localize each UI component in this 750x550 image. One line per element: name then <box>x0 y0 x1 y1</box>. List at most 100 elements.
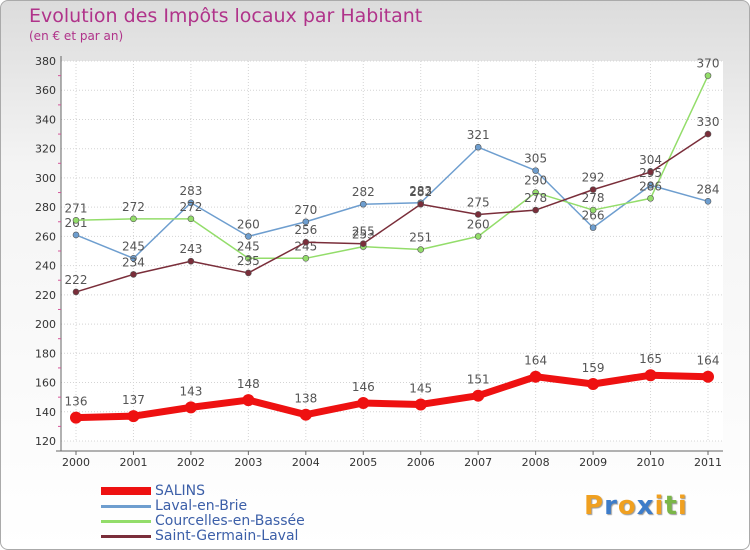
data-point-laval-en-brie <box>245 233 252 240</box>
data-point-salins <box>414 398 427 411</box>
data-label-salins: 136 <box>65 395 88 409</box>
data-label-courcelles-en-bassee: 278 <box>582 191 605 205</box>
data-label-saint-germain-laval: 234 <box>122 255 145 269</box>
data-label-laval-en-brie: 260 <box>237 217 260 231</box>
data-point-laval-en-brie <box>474 143 482 151</box>
data-point-saint-germain-laval <box>302 238 310 246</box>
data-label-courcelles-en-bassee: 272 <box>122 200 145 214</box>
data-label-laval-en-brie: 283 <box>409 184 432 198</box>
y-tick-label: 360 <box>35 84 56 97</box>
proxiti-logo: Proxiti <box>584 491 688 521</box>
x-tick-label: 2010 <box>637 456 665 469</box>
data-point-saint-germain-laval <box>532 206 539 214</box>
data-point-salins <box>70 411 82 424</box>
data-label-laval-en-brie: 284 <box>697 182 720 196</box>
x-tick-label: 2008 <box>522 456 550 469</box>
data-label-saint-germain-laval: 330 <box>697 115 720 129</box>
legend-item-salins: SALINS <box>101 484 305 499</box>
legend-swatch-saint-germain-laval <box>101 534 151 538</box>
legend-swatch-laval-en-brie <box>101 504 151 508</box>
data-label-courcelles-en-bassee: 370 <box>697 57 720 71</box>
data-point-salins <box>529 370 542 383</box>
y-tick-label: 240 <box>35 260 56 273</box>
data-label-courcelles-en-bassee: 245 <box>237 239 260 253</box>
data-point-laval-en-brie <box>532 167 539 174</box>
logo-letter: x <box>636 491 655 521</box>
data-point-courcelles-en-bassee <box>647 195 654 202</box>
y-tick-label: 120 <box>35 435 56 448</box>
data-label-laval-en-brie: 270 <box>294 203 317 217</box>
data-point-saint-germain-laval <box>704 130 712 138</box>
data-point-courcelles-en-bassee <box>130 215 137 223</box>
plot-area <box>61 61 723 441</box>
data-label-salins: 164 <box>697 354 720 368</box>
y-tick-label: 300 <box>35 172 56 185</box>
data-point-laval-en-brie <box>704 198 712 205</box>
x-tick-label: 2001 <box>119 456 147 469</box>
x-tick-label: 2011 <box>694 456 722 469</box>
data-point-courcelles-en-bassee <box>72 217 80 224</box>
data-label-courcelles-en-bassee: 260 <box>467 217 490 231</box>
data-point-salins <box>299 408 312 421</box>
data-label-saint-germain-laval: 275 <box>467 195 490 209</box>
data-label-salins: 143 <box>179 384 202 398</box>
data-point-courcelles-en-bassee <box>417 246 425 253</box>
data-point-courcelles-en-bassee <box>474 233 482 240</box>
y-tick-label: 200 <box>35 318 56 331</box>
data-point-courcelles-en-bassee <box>532 189 539 196</box>
data-label-courcelles-en-bassee: 253 <box>352 228 375 242</box>
legend-swatch-salins <box>101 487 151 495</box>
data-label-saint-germain-laval: 256 <box>294 223 317 237</box>
data-label-salins: 148 <box>237 377 260 391</box>
data-point-salins <box>127 410 140 423</box>
data-point-saint-germain-laval <box>359 240 367 247</box>
y-tick-label: 260 <box>35 230 56 243</box>
logo-letter: r <box>604 491 618 521</box>
x-tick-label: 2000 <box>62 456 90 469</box>
legend-label-courcelles-en-bassee: Courcelles-en-Bassée <box>155 513 305 529</box>
series-line-laval-en-brie <box>75 146 709 260</box>
legend-item-laval-en-brie: Laval-en-Brie <box>101 499 305 514</box>
data-point-laval-en-brie <box>72 231 80 239</box>
data-point-courcelles-en-bassee <box>187 215 195 223</box>
x-tick-label: 2005 <box>349 456 377 469</box>
legend-item-saint-germain-laval: Saint-Germain-Laval <box>101 529 305 544</box>
logo-letter: i <box>654 491 665 521</box>
data-point-saint-germain-laval <box>72 288 80 296</box>
data-label-salins: 165 <box>639 352 662 366</box>
data-label-saint-germain-laval: 255 <box>352 225 375 239</box>
data-point-courcelles-en-bassee <box>589 206 597 214</box>
data-label-saint-germain-laval: 278 <box>524 191 547 205</box>
logo-letter: i <box>677 491 688 521</box>
data-point-salins <box>702 370 714 383</box>
data-label-saint-germain-laval: 282 <box>409 185 432 199</box>
legend-item-courcelles-en-bassee: Courcelles-en-Bassée <box>101 514 305 529</box>
data-point-salins <box>357 397 370 409</box>
legend-label-saint-germain-laval: Saint-Germain-Laval <box>155 528 299 544</box>
logo-letter: P <box>584 491 605 521</box>
y-tick-label: 160 <box>35 377 56 390</box>
data-point-saint-germain-laval <box>647 168 654 176</box>
legend-label-salins: SALINS <box>155 483 206 499</box>
data-label-salins: 145 <box>409 381 432 395</box>
data-label-salins: 164 <box>524 354 547 368</box>
data-label-saint-germain-laval: 222 <box>65 273 88 287</box>
x-tick-label: 2004 <box>292 456 320 469</box>
data-label-courcelles-en-bassee: 251 <box>409 231 432 245</box>
data-point-salins <box>587 378 600 390</box>
chart-title: Evolution des Impôts locaux par Habitant <box>29 5 423 27</box>
data-label-saint-germain-laval: 304 <box>639 153 662 167</box>
data-point-courcelles-en-bassee <box>302 255 310 262</box>
data-label-courcelles-en-bassee: 271 <box>65 201 88 215</box>
data-point-laval-en-brie <box>359 200 367 208</box>
x-tick-label: 2003 <box>234 456 262 469</box>
data-label-saint-germain-laval: 292 <box>582 171 605 185</box>
data-point-laval-en-brie <box>187 199 195 207</box>
y-tick-label: 220 <box>35 289 56 302</box>
data-point-saint-germain-laval <box>589 186 597 193</box>
chart-subtitle: (en € et par an) <box>29 29 124 43</box>
data-point-salins <box>184 401 197 414</box>
legend-swatch-courcelles-en-bassee <box>101 519 151 523</box>
data-point-saint-germain-laval <box>130 271 137 278</box>
data-label-salins: 159 <box>582 361 605 375</box>
